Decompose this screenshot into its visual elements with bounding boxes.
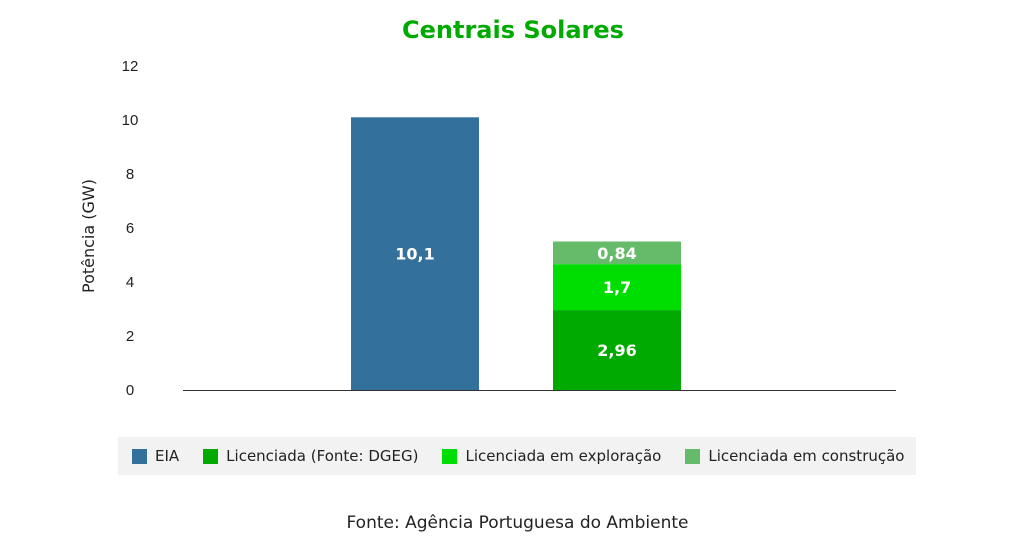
- bar-data-label: 10,1: [395, 245, 434, 264]
- y-axis-ticks: 0 2 4 6 8 10 12: [122, 58, 139, 399]
- legend-swatch: [685, 448, 701, 464]
- y-tick-label: 6: [126, 220, 134, 237]
- bar-data-label: 1,7: [603, 278, 631, 297]
- bar-segment: [553, 264, 681, 311]
- bar-data-label: 0,84: [597, 244, 636, 263]
- y-tick-label: 0: [126, 382, 134, 399]
- legend-label: Licenciada (Fonte: DGEG): [226, 447, 419, 465]
- legend-item: Licenciada em construção: [685, 447, 904, 465]
- legend-label: EIA: [155, 447, 180, 465]
- bars: 10,1 2,96 1,7 0,84: [351, 117, 681, 391]
- legend: EIA Licenciada (Fonte: DGEG) Licenciada em…: [118, 437, 916, 475]
- y-tick-label: 10: [122, 112, 139, 129]
- y-tick-label: 8: [126, 166, 134, 183]
- legend-label: Licenciada em exploração: [465, 447, 662, 465]
- legend-swatch: [203, 448, 219, 464]
- y-tick-label: 2: [126, 328, 134, 345]
- bar-segment: [553, 241, 681, 265]
- y-tick-label: 12: [122, 58, 139, 75]
- bar-segment: [553, 310, 681, 390]
- legend-label: Licenciada em construção: [708, 447, 905, 465]
- legend-item: EIA: [132, 447, 179, 465]
- y-tick-label: 4: [126, 274, 134, 291]
- bar-data-label: 2,96: [597, 341, 636, 360]
- bar-segment: [351, 117, 479, 391]
- legend-swatch: [132, 448, 147, 464]
- chart-title: Centrais Solares: [402, 16, 624, 44]
- legend-item: Licenciada (Fonte: DGEG): [203, 447, 418, 465]
- y-axis-label: Potência (GW): [79, 179, 98, 293]
- legend-item: Licenciada em exploração: [442, 447, 661, 465]
- legend-swatch: [442, 448, 458, 464]
- source-note: Fonte: Agência Portuguesa do Ambiente: [346, 513, 689, 533]
